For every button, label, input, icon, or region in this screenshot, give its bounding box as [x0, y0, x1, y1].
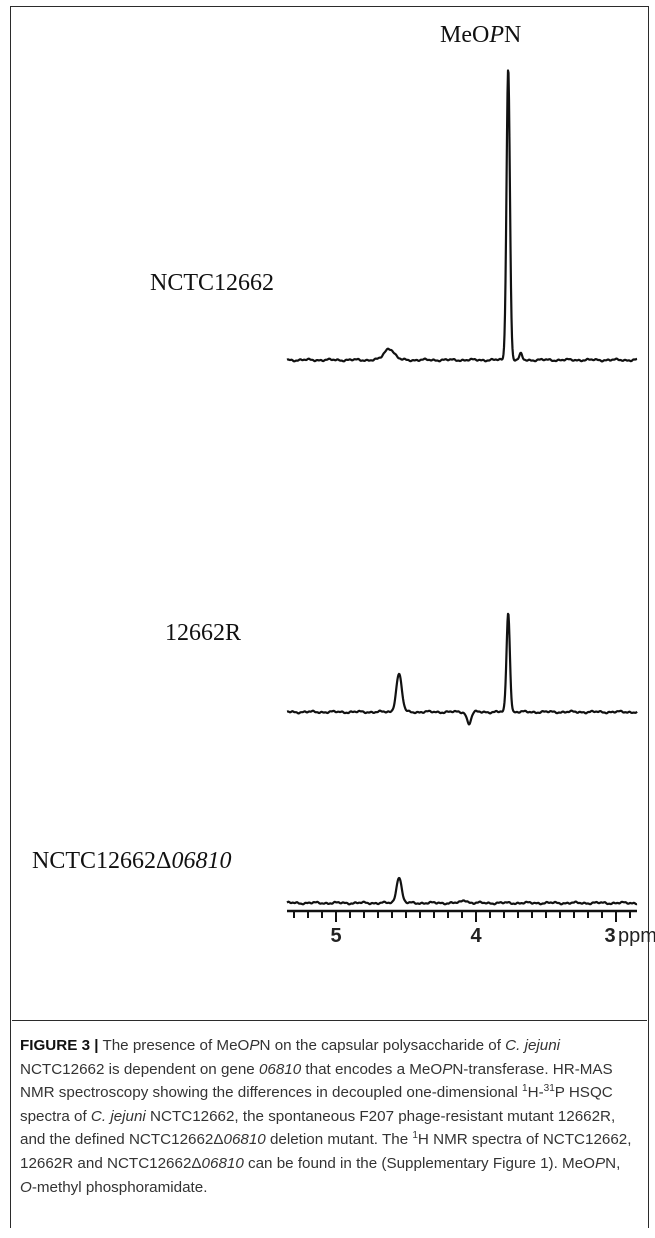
x-tick-label: 5 — [330, 925, 341, 947]
caption-segment: 06810 — [258, 1060, 302, 1078]
caption-segment: P — [442, 1060, 453, 1078]
caption-segment: P — [594, 1154, 606, 1172]
sample-label-2: 12662R — [165, 620, 242, 646]
caption-segment: 1 — [522, 1083, 528, 1095]
x-axis-unit-label: ppm — [618, 925, 655, 947]
caption-segment: C. jejuni — [505, 1037, 561, 1054]
spectrum-line-2 — [286, 612, 638, 726]
caption-segment: O — [20, 1178, 32, 1196]
sample-label-3: NCTC12662Δ06810 — [32, 848, 232, 874]
figure-frame — [10, 6, 649, 1228]
caption-segment: 1 — [412, 1130, 418, 1142]
caption-segment: N, — [605, 1154, 621, 1172]
caption-segment: 06810 — [201, 1154, 244, 1172]
caption-divider — [12, 1020, 647, 1021]
caption-segment: deletion mutant. The — [265, 1131, 413, 1149]
figure-caption: FIGURE 3 | The presence of MeOPN on the … — [20, 1034, 635, 1199]
caption-segment: C. jejuni — [90, 1107, 146, 1125]
caption-segment: P HSQC spectra of — [20, 1084, 613, 1125]
caption-segment: NCTC12662 is dependent on gene — [20, 1060, 259, 1078]
spectrum-line-1 — [286, 69, 638, 363]
caption-segment: H- — [527, 1084, 544, 1102]
caption-segment: that encodes a MeO — [301, 1060, 443, 1078]
x-tick-label: 4 — [470, 925, 482, 947]
caption-segment: H NMR spectra of NCTC12662, 12662R and N… — [20, 1131, 632, 1172]
figure-label: FIGURE 3 | — [20, 1037, 99, 1054]
caption-segment: N-transferase. HR-MAS NMR spectroscopy s… — [20, 1060, 613, 1102]
caption-body: The presence of MeOPN on the capsular po… — [20, 1037, 631, 1196]
caption-segment: -methyl phosphoramidate. — [31, 1178, 208, 1196]
x-tick-label: 3 — [604, 925, 615, 947]
caption-segment: NCTC12662, the spontaneous F207 phage-re… — [20, 1107, 616, 1149]
caption-segment: can be found in the (Supplementary Figur… — [243, 1154, 595, 1172]
caption-segment: 31 — [543, 1083, 555, 1095]
peak-label: MeOPN — [440, 22, 522, 48]
caption-segment: 06810 — [223, 1131, 266, 1149]
spectrum-line-3 — [286, 876, 638, 906]
sample-label-1: NCTC12662 — [150, 270, 275, 296]
caption-segment: N on the capsular polysaccharide of — [259, 1037, 506, 1054]
caption-segment: P — [249, 1037, 260, 1054]
caption-segment: The presence of MeO — [98, 1037, 250, 1054]
nmr-spectra-chart: 5 4 3 ppm — [286, 69, 655, 947]
